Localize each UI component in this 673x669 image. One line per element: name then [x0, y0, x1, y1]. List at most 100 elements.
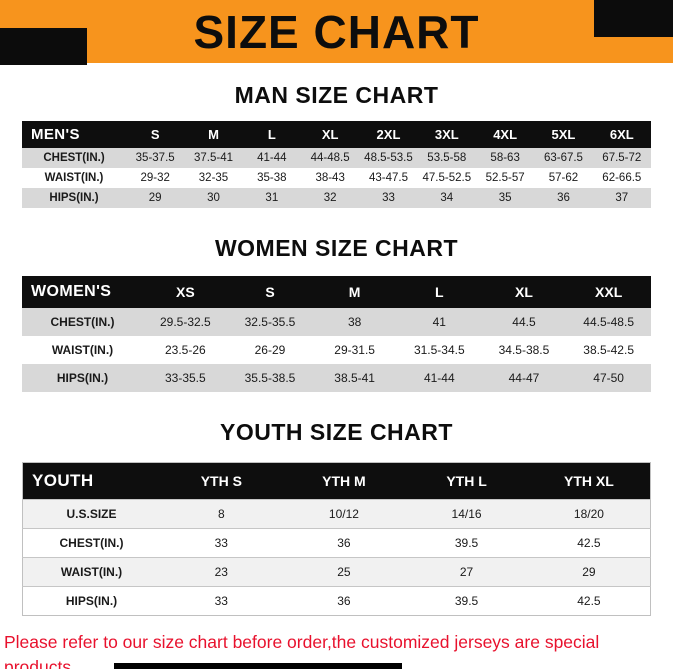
- row-label: WAIST(IN.): [51, 343, 114, 357]
- size-value-cell: 44-47: [508, 371, 540, 385]
- size-value-cell: 42.5: [527, 528, 651, 558]
- size-column-header: M: [184, 121, 243, 148]
- size-value-cell: 10/12: [282, 499, 406, 529]
- size-value-cell: 36: [282, 528, 406, 558]
- size-value-cell: 52.5-57: [485, 172, 525, 184]
- size-value-cell: 67.5-72: [602, 152, 642, 164]
- size-value-cell: 48.5-53.5: [364, 152, 413, 164]
- row-label: WAIST(IN.): [44, 172, 104, 184]
- size-value-cell: 44-48.5: [310, 152, 350, 164]
- size-column-header: 5XL: [534, 121, 593, 148]
- size-value-cell: 42.5: [527, 586, 651, 616]
- size-column-header: YTH L: [405, 462, 528, 500]
- size-value-cell: 57-62: [548, 172, 579, 184]
- size-value-cell: 30: [207, 192, 220, 204]
- page-title: SIZE CHART: [193, 5, 480, 58]
- size-column-header: XS: [143, 276, 228, 308]
- size-value-cell: 38-43: [315, 172, 345, 184]
- table-row: WAIST(IN.) 29-32 32-35 35-38 38-43 43-47.5 47.…: [22, 168, 651, 188]
- table-corner-label: MEN'S: [22, 121, 126, 148]
- size-chart-banner: SIZE CHART: [0, 0, 673, 63]
- size-column-header: L: [242, 121, 301, 148]
- table-row: U.S.SIZE 8 10/12 14/16 18/20: [22, 499, 651, 529]
- row-label: WAIST(IN.): [22, 557, 160, 587]
- size-value-cell: 18/20: [527, 499, 651, 529]
- size-value-cell: 25: [282, 557, 406, 587]
- size-value-cell: 29: [527, 557, 651, 587]
- size-column-header: YTH XL: [527, 462, 651, 500]
- size-column-header: 4XL: [475, 121, 535, 148]
- row-label: HIPS(IN.): [49, 192, 99, 204]
- size-value-cell: 26-29: [254, 343, 286, 357]
- size-value-cell: 32-35: [198, 172, 229, 184]
- size-value-cell: 29-32: [140, 172, 170, 184]
- size-value-cell: 27: [405, 557, 528, 587]
- size-column-header: M: [312, 276, 397, 308]
- size-value-cell: 39.5: [405, 586, 528, 616]
- size-value-cell: 36: [557, 192, 570, 204]
- table-row: CHEST(IN.) 35-37.5 37.5-41 41-44 44-48.5 48.5…: [22, 148, 651, 168]
- row-label: CHEST(IN.): [22, 528, 160, 558]
- row-label: HIPS(IN.): [22, 586, 160, 616]
- size-value-cell: 62-66.5: [602, 172, 642, 184]
- size-value-cell: 33: [160, 528, 283, 558]
- size-value-cell: 33: [382, 192, 395, 204]
- size-value-cell: 44.5: [512, 315, 536, 329]
- size-column-header: 2XL: [359, 121, 418, 148]
- order-notice: Please refer to our size chart before or…: [4, 630, 673, 669]
- women-section-heading: WOMEN SIZE CHART: [214, 235, 459, 261]
- size-value-cell: 32.5-35.5: [244, 315, 296, 329]
- size-value-cell: 41: [432, 315, 446, 329]
- size-column-header: YTH M: [282, 462, 406, 500]
- size-value-cell: 29.5-32.5: [159, 315, 211, 329]
- table-row: HIPS(IN.) 33-35.5 35.5-38.5 38.5-41 41-44 44-…: [22, 364, 651, 392]
- table-row: HIPS(IN.) 33 36 39.5 42.5: [22, 586, 651, 616]
- bottom-black-decoration: [114, 663, 402, 669]
- size-value-cell: 38.5-41: [334, 371, 375, 385]
- size-value-cell: 31.5-34.5: [413, 343, 465, 357]
- table-row: CHEST(IN.) 29.5-32.5 32.5-35.5 38 41 44.5 44.5…: [22, 308, 651, 336]
- youth-size-section: YOUTH SIZE CHART YOUTH YTH S YTH M YTH L YTH…: [0, 419, 673, 616]
- size-value-cell: 58-63: [490, 152, 520, 164]
- size-value-cell: 43-47.5: [368, 172, 408, 184]
- size-value-cell: 47.5-52.5: [422, 172, 472, 184]
- youth-size-table: YOUTH YTH S YTH M YTH L YTH XL U.S.SIZE 8 10/12…: [22, 462, 651, 616]
- men-size-table: MEN'S S M L XL 2XL 3XL 4XL 5XL 6XL CHEST(IN.) 35-37…: [22, 121, 651, 208]
- size-column-header: XL: [300, 121, 360, 148]
- size-value-cell: 31: [265, 192, 279, 204]
- size-column-header: XL: [481, 276, 567, 308]
- size-value-cell: 8: [160, 499, 283, 529]
- size-value-cell: 23.5-26: [164, 343, 206, 357]
- size-value-cell: 53.5-58: [427, 152, 467, 164]
- size-value-cell: 47-50: [593, 371, 624, 385]
- size-value-cell: 29: [148, 192, 162, 204]
- size-value-cell: 32: [323, 192, 337, 204]
- size-value-cell: 35.5-38.5: [244, 371, 296, 385]
- size-column-header: S: [227, 276, 313, 308]
- top-right-black-decoration: [594, 0, 673, 37]
- size-column-header: YTH S: [160, 462, 283, 500]
- size-value-cell: 35: [498, 192, 512, 204]
- size-value-cell: 14/16: [405, 499, 528, 529]
- size-column-header: XXL: [566, 276, 651, 308]
- size-value-cell: 34.5-38.5: [498, 343, 550, 357]
- table-corner-label: YOUTH: [22, 462, 160, 500]
- size-value-cell: 34: [440, 192, 454, 204]
- size-value-cell: 37.5-41: [193, 152, 233, 164]
- table-row: HIPS(IN.) 29 30 31 32 33 34 35 36 37: [22, 188, 651, 208]
- table-header-row: WOMEN'S XS S M L XL XXL: [22, 276, 651, 308]
- table-corner-label: WOMEN'S: [22, 276, 143, 308]
- row-label: U.S.SIZE: [22, 499, 160, 529]
- table-row: WAIST(IN.) 23 25 27 29: [22, 557, 651, 587]
- women-size-section: WOMEN SIZE CHART WOMEN'S XS S M L XL XXL CHEST(…: [0, 235, 673, 392]
- order-notice-line-1: Please refer to our size chart before or…: [4, 632, 600, 669]
- table-row: CHEST(IN.) 33 36 39.5 42.5: [22, 528, 651, 558]
- men-section-heading: MAN SIZE CHART: [234, 82, 439, 108]
- top-left-black-decoration: [0, 28, 87, 65]
- size-value-cell: 44.5-48.5: [583, 315, 634, 329]
- size-column-header: 6XL: [592, 121, 651, 148]
- size-value-cell: 33: [160, 586, 283, 616]
- table-header-row: YOUTH YTH S YTH M YTH L YTH XL: [22, 462, 651, 500]
- size-value-cell: 37: [615, 192, 629, 204]
